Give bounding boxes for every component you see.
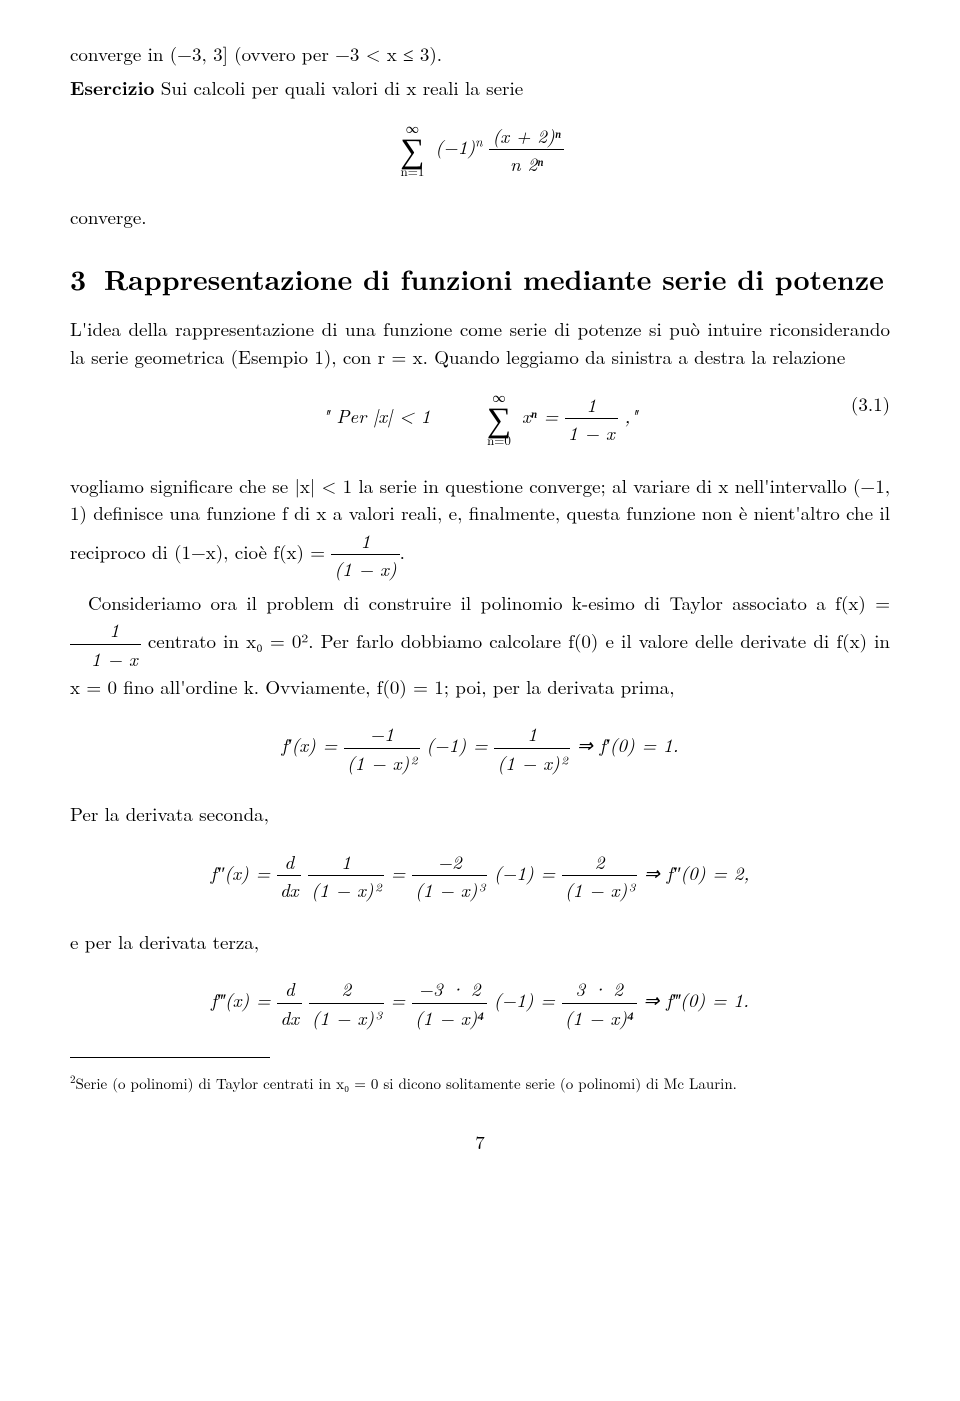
page-number: 7: [70, 1128, 890, 1156]
exercise-text: Sui calcoli per quali valori di x reali …: [154, 74, 523, 101]
exercise-label: Esercizio: [70, 73, 154, 101]
converge-word: converge.: [70, 203, 890, 231]
section-title: Rappresentazione di funzioni mediante se…: [104, 259, 884, 299]
intro-line: converge in (−3, 3] (ovvero per −3 < x ≤…: [70, 40, 890, 68]
sum-symbol-2: ∞ ∑ n=0: [487, 390, 511, 447]
sum-symbol: ∞ ∑ n=1: [400, 121, 424, 178]
equation-3-1: " Per |x| < 1 ∞ ∑ n=0 xⁿ = 1 1 − x ," (3…: [70, 390, 890, 447]
equation-number: (3.1): [851, 390, 890, 418]
paragraph-2a: vogliamo significare che se |x| < 1 la s…: [70, 472, 890, 583]
series-sign: (−1): [435, 133, 475, 160]
exercise-series: ∞ ∑ n=1 (−1)n (x + 2)ⁿ n 2ⁿ: [70, 121, 890, 178]
section-number: 3: [70, 262, 104, 297]
section-heading: 3Rappresentazione di funzioni mediante s…: [70, 262, 890, 297]
paragraph-2b: Consideriamo ora il problem di construir…: [70, 589, 890, 700]
eq31-pretext: " Per |x| < 1: [322, 402, 430, 429]
paragraph-1: L'idea della rappresentazione di una fun…: [70, 315, 890, 370]
inline-fraction-2: 1 1 − x: [70, 616, 141, 672]
eq31-fraction: 1 1 − x: [565, 391, 618, 447]
equation-fthird: f‴(x) = ddx 2(1 − x)³ = −3 · 2(1 − x)⁴ (…: [70, 975, 890, 1031]
eq31-close: ,": [624, 402, 637, 429]
terza-label: e per la derivata terza,: [70, 928, 890, 956]
seconda-label: Per la derivata seconda,: [70, 800, 890, 828]
footnote-text: Serie (o polinomi) di Taylor centrati in…: [76, 1073, 737, 1094]
eq31-lhs: xⁿ: [522, 402, 537, 429]
exercise-line: Esercizio Sui calcoli per quali valori d…: [70, 74, 890, 102]
footnote: 2Serie (o polinomi) di Taylor centrati i…: [70, 1073, 890, 1094]
equation-fprime: f′(x) = −1(1 − x)² (−1) = 1(1 − x)² ⇒ f′…: [70, 720, 890, 776]
footnote-rule: [70, 1057, 270, 1058]
inline-fraction-1: 1 (1 − x): [331, 527, 399, 583]
series-fraction: (x + 2)ⁿ n 2ⁿ: [489, 122, 563, 178]
equation-fsecond: f″(x) = ddx 1(1 − x)² = −2(1 − x)³ (−1) …: [70, 848, 890, 904]
